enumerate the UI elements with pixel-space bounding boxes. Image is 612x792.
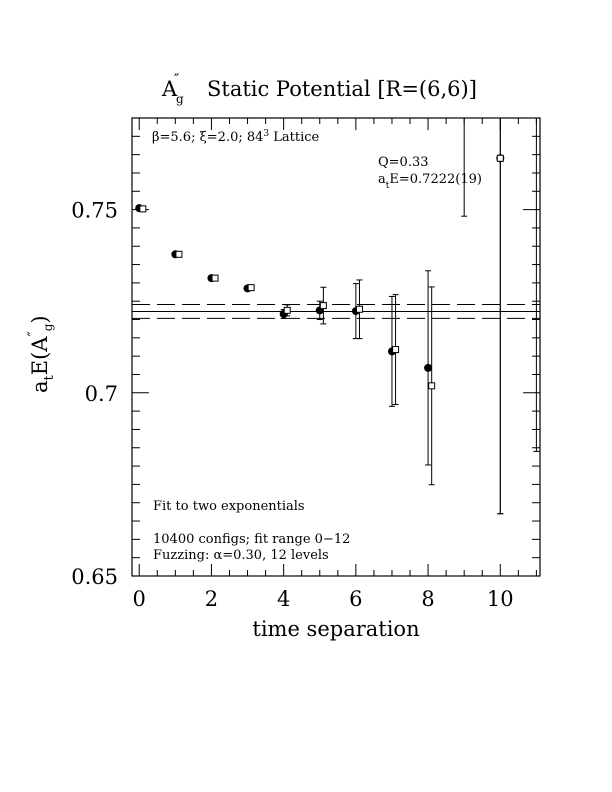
data-point-square	[247, 284, 255, 292]
x-tick-label: 4	[277, 587, 290, 611]
chart-title-rest: Static Potential [R=(6,6)]	[207, 77, 477, 101]
annotation-q: Q=0.33	[378, 155, 429, 170]
annotation-fit-type: Fit to two exponentials	[153, 499, 305, 514]
x-axis-title: time separation	[252, 617, 419, 641]
y-axis-title: atE(A″g)	[26, 315, 57, 393]
x-tick-label: 10	[487, 587, 514, 611]
data-point-square	[392, 346, 400, 354]
annotation-fit-value: atE=0.7222(19)	[378, 172, 482, 191]
annotation-configs: 10400 configs; fit range 0−12	[153, 532, 350, 547]
x-tick-label: 2	[205, 587, 218, 611]
data-point-square	[139, 205, 147, 213]
chart-title: A	[161, 77, 178, 101]
plot-area: 0 2 4 6 8 10 0.65 0.7 0.75	[71, 117, 541, 611]
x-tick-label: 8	[421, 587, 434, 611]
data-point-square	[211, 274, 219, 282]
data-point-square	[283, 306, 291, 314]
chart-title-sub: g	[176, 92, 184, 106]
svg-text:atE(A″g): atE(A″g)	[26, 315, 57, 393]
x-tick-label: 0	[133, 587, 146, 611]
data-point-square	[428, 382, 436, 390]
chart-title-sup: ″	[174, 72, 179, 88]
data-point-square	[496, 154, 504, 162]
data-point-square	[355, 305, 363, 313]
y-tick-label: 0.65	[71, 565, 118, 589]
data-point-square	[319, 302, 327, 310]
plot-frame	[131, 117, 541, 577]
data-point-circle	[424, 363, 433, 372]
annotation-fuzzing: Fuzzing: α=0.30, 12 levels	[153, 548, 329, 563]
y-tick-label: 0.75	[71, 199, 118, 223]
x-tick-label: 6	[349, 587, 362, 611]
annotation-lattice: β=5.6; ξ=2.0; 843 Lattice	[152, 129, 320, 145]
y-tick-label: 0.7	[85, 382, 118, 406]
data-point-square	[175, 250, 183, 258]
